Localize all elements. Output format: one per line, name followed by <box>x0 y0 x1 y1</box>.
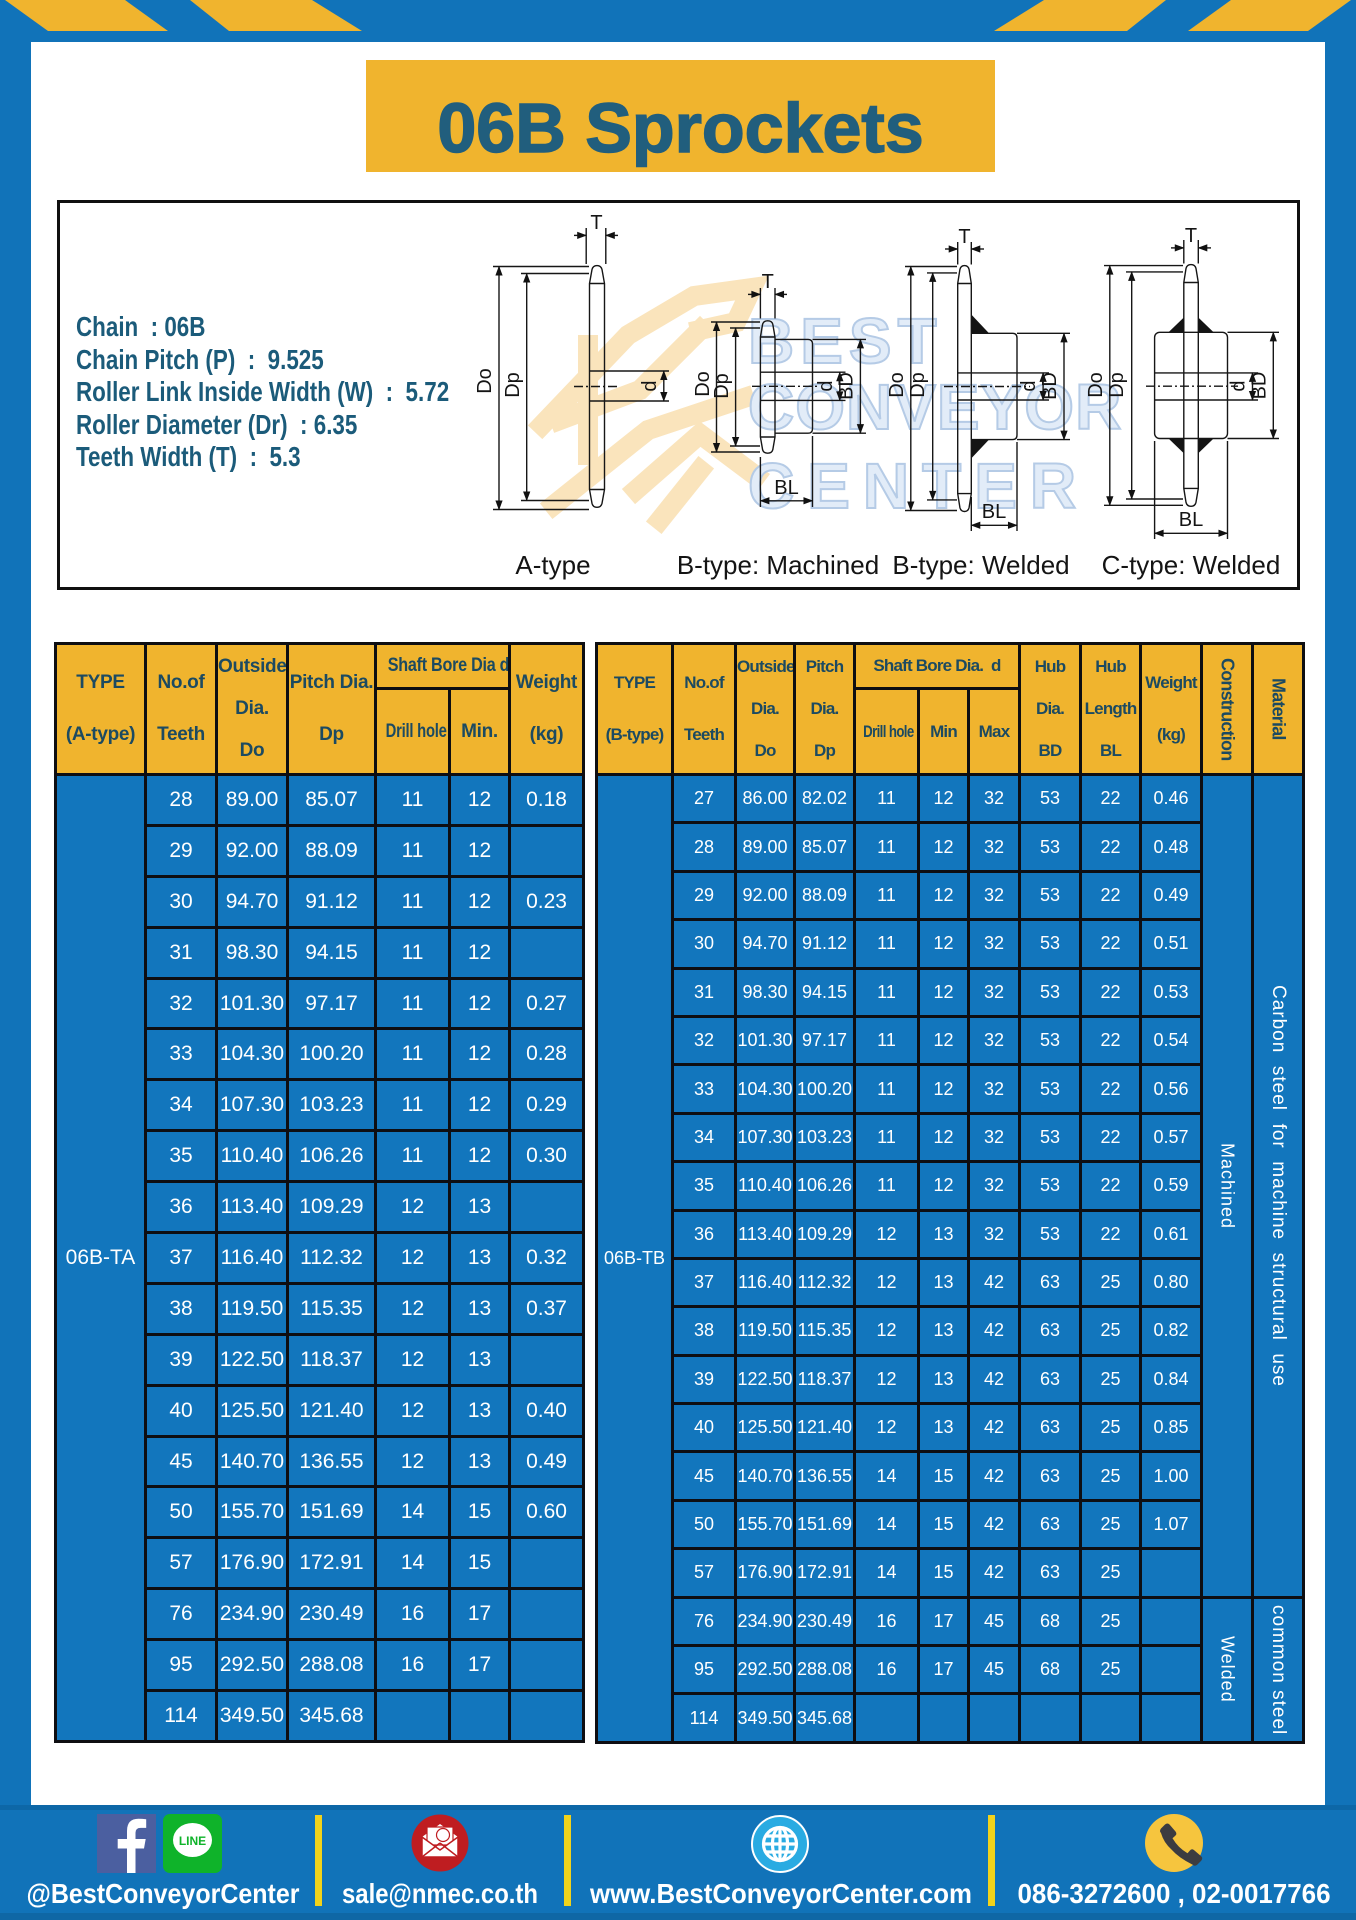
svg-text:T: T <box>1185 225 1197 247</box>
svg-text:B-type: Welded: B-type: Welded <box>892 550 1069 580</box>
svg-text:BD: BD <box>1249 372 1271 400</box>
svg-text:BL: BL <box>982 501 1006 523</box>
svg-text:Dp: Dp <box>502 372 524 398</box>
svg-text:BD: BD <box>836 372 858 400</box>
svg-text:T: T <box>590 212 602 234</box>
svg-text:C-type: Welded: C-type: Welded <box>1102 550 1281 580</box>
svg-text:Do: Do <box>886 372 908 398</box>
svg-text:Do: Do <box>692 371 714 397</box>
svg-text:A-type: A-type <box>515 550 590 580</box>
svg-text:BD: BD <box>1039 372 1061 400</box>
svg-text:086-3272600 , 02-0017766: 086-3272600 , 02-0017766 <box>1018 1878 1331 1909</box>
svg-text:www.BestConveyorCenter.com: www.BestConveyorCenter.com <box>589 1878 972 1909</box>
svg-text:BL: BL <box>1179 509 1203 531</box>
svg-text:BEST: BEST <box>748 305 943 377</box>
svg-text:T: T <box>958 226 970 248</box>
svg-text:Dp: Dp <box>907 372 929 398</box>
svg-text:d: d <box>1228 380 1250 391</box>
svg-text:sale@nmec.co.th: sale@nmec.co.th <box>342 1878 538 1909</box>
svg-text:B-type: Machined: B-type: Machined <box>677 550 879 580</box>
svg-text:Dp: Dp <box>711 373 733 399</box>
svg-text:T: T <box>762 271 774 293</box>
svg-text:d: d <box>815 380 837 391</box>
svg-text:Dp: Dp <box>1106 372 1128 398</box>
svg-text:d: d <box>639 380 661 391</box>
svg-text:Do: Do <box>474 368 496 394</box>
svg-text:LINE: LINE <box>179 1834 206 1848</box>
svg-text:CONVEYOR: CONVEYOR <box>748 371 1122 443</box>
svg-text:@BestConveyorCenter: @BestConveyorCenter <box>27 1878 300 1909</box>
svg-text:BL: BL <box>774 477 798 499</box>
svg-text:d: d <box>1018 380 1040 391</box>
svg-text:Do: Do <box>1085 372 1107 398</box>
